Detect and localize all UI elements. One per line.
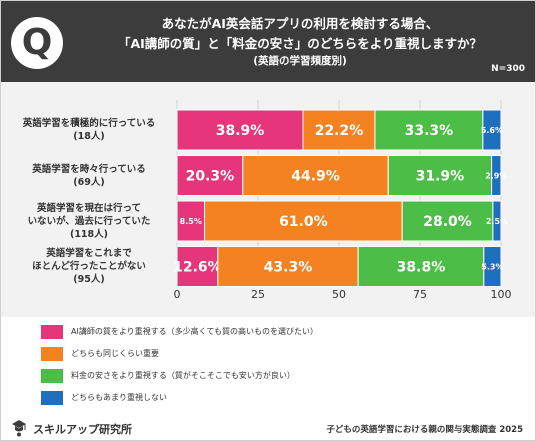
x-tick-label: 100: [491, 288, 512, 301]
data-label: 44.9%: [291, 169, 340, 185]
bar-segment: [217, 246, 359, 287]
bar-segment: [204, 200, 403, 242]
category-label-line: (95人): [73, 274, 105, 285]
category-label: 英語学習を現在は行って いないが、過去に行っていた (118人): [9, 202, 169, 241]
legend-swatch: [41, 347, 63, 361]
data-label: 28.0%: [423, 214, 472, 230]
data-label: 20.3%: [186, 169, 235, 185]
data-label: 12.6%: [173, 260, 222, 276]
x-tick-label: 0: [174, 288, 181, 301]
bar-segment: [387, 155, 493, 196]
data-label: 2.9%: [485, 172, 507, 181]
data-label: 31.9%: [416, 169, 465, 185]
bar-segment: [491, 155, 502, 196]
category-label: 英語学習を積極的に行っている (18人): [9, 117, 169, 143]
legend-label: どちらもあまり重視しない: [71, 393, 167, 402]
chart-title-line-1: あなたがAI英会話アプリの利用を検討する場合、: [161, 16, 439, 31]
data-label: 5.3%: [481, 263, 503, 272]
x-tick-label: 25: [251, 288, 265, 301]
legend-swatch: [41, 325, 63, 339]
data-label: 2.5%: [486, 217, 508, 226]
x-tick-label: 50: [332, 288, 346, 301]
category-label: 英語学習を時々行っている (69人): [9, 163, 169, 189]
legend-swatch: [41, 369, 63, 383]
chart-subtitle: (英語の学習頻度別): [253, 55, 347, 67]
bar-segment: [176, 109, 304, 151]
x-tick-label: 75: [413, 288, 427, 301]
stacked-bar-chart: 0 25 50 75 100 38.9% 22.2% 33.3% 5.6% 20.3% 44.9% 3…: [173, 100, 512, 301]
category-label-line: 英語学習を積極的に行っている: [22, 118, 156, 129]
question-badge: Q: [11, 17, 63, 69]
bar-segment: [492, 200, 502, 242]
chart-header: Q あなたがAI英会話アプリの利用を検討する場合、 「AI講師の質」と「料金の安…: [1, 1, 535, 82]
category-label-line: (118人): [69, 228, 108, 240]
data-label: 61.0%: [279, 214, 328, 230]
logo-mark-icon: [12, 420, 26, 437]
category-label-line: いないが、過去に行っていた: [27, 215, 151, 227]
bar-segment: [176, 246, 219, 287]
bar-segment: [482, 109, 502, 151]
chart-title-line-2: 「AI講師の質」と「料金の安さ」のどちらをより重視しますか？: [117, 36, 483, 51]
data-label: 38.9%: [216, 123, 265, 139]
category-label-line: (18人): [73, 131, 105, 142]
sample-size-label: N=300: [491, 64, 525, 74]
data-label: 22.2%: [315, 123, 364, 139]
logo-text: スキルアップ研究所: [33, 423, 132, 436]
data-label: 38.8%: [397, 260, 446, 276]
data-label: 8.5%: [180, 217, 202, 226]
category-label-line: 英語学習を時々行っている: [32, 163, 146, 175]
bar-segment: [357, 246, 485, 287]
data-label: 5.6%: [481, 126, 503, 135]
legend-label: AI講師の質をより重視する（多少高くても質の高いものを選びたい）: [71, 327, 319, 336]
legend-label: どちらも同じくらい重要: [71, 349, 159, 358]
category-label-line: ほとんど行ったことがない: [32, 261, 146, 272]
bar-segment: [483, 246, 502, 287]
data-label: 43.3%: [264, 260, 313, 276]
category-label-line: 英語学習をこれまで: [46, 248, 132, 259]
category-label-line: (69人): [73, 176, 105, 188]
legend-swatch: [41, 391, 63, 405]
category-label-line: 英語学習を現在は行って: [36, 202, 142, 214]
legend-label: 料金の安さをより重視する（質がそこそこでも安い方が良い）: [71, 371, 295, 380]
category-label: 英語学習をこれまでほとんど行ったことがない (95人): [9, 247, 169, 286]
source-note: 子どもの英語学習における親の関与実態調査 2025: [326, 425, 523, 435]
bar-segment: [401, 200, 494, 242]
bar-segment: [176, 155, 244, 196]
bar-segment: [176, 200, 206, 242]
data-label: 33.3%: [405, 123, 454, 139]
question-letter: Q: [21, 22, 53, 63]
